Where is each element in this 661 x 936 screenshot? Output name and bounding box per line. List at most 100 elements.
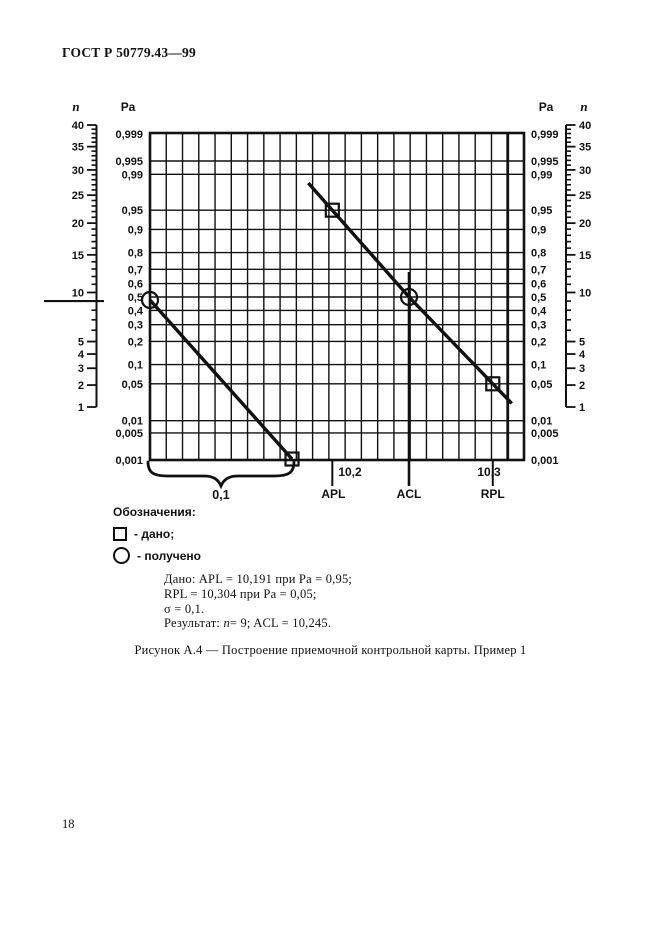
page-number: 18	[62, 817, 75, 831]
apl-given-marker	[324, 202, 340, 218]
notes-given-line-1: Дано: APL = 10,191 при Ра = 0,95;	[164, 572, 353, 586]
pa-tick-label-left: 0,2	[128, 336, 143, 348]
n-tick-label: 35	[72, 142, 84, 154]
pa-tick-label-right: 0,99	[531, 169, 552, 181]
pa-tick-label-left: 0,6	[128, 279, 143, 291]
legend-title: Обозначения:	[113, 505, 196, 519]
notes-given-line-2: RPL = 10,304 при Ра = 0,05;	[164, 586, 317, 601]
n-tick-label: 30	[579, 165, 591, 177]
pa-tick-label-right: 0,001	[531, 455, 559, 467]
n-tick-label: 3	[579, 363, 585, 375]
apl-label: APL	[321, 487, 345, 501]
pa-tick-label-right: 0,3	[531, 320, 546, 332]
pa-tick-label-right: 0,6	[531, 279, 546, 291]
legend-obtained-label: - получено	[137, 548, 201, 563]
pa-tick-label-right: 0,4	[531, 305, 547, 317]
example-notes: Дано: APL = 10,191 при Ра = 0,95; RPL = …	[164, 572, 352, 631]
pa-tick-label-left: 0,5	[128, 292, 143, 304]
n-tick-label: 35	[579, 142, 591, 154]
n-tick-label: 5	[579, 337, 585, 349]
pa-tick-label-left: 0,3	[128, 320, 143, 332]
figure-caption: Рисунок А.4 — Построение приемочной конт…	[134, 643, 527, 657]
notes-sigma-line: σ = 0,1.	[164, 601, 205, 616]
document-header: ГОСТ Р 50779.43—99	[62, 45, 196, 60]
n-scale-left: 40 35 30 25 20 15 10 54 3 2 1	[72, 120, 98, 414]
pa-tick-label-left: 0,005	[115, 428, 143, 440]
pa-tick-label-left: 0,95	[122, 205, 143, 217]
pa-tick-label-left: 0,995	[115, 156, 143, 168]
sigma-start-obtained-marker	[140, 290, 160, 310]
acl-label: ACL	[397, 487, 422, 501]
pa-tick-label-left: 0,05	[122, 379, 143, 391]
pa-tick-label-right: 0,999	[531, 129, 559, 141]
grid	[150, 133, 524, 460]
rpl-label: RPL	[481, 487, 505, 501]
n-tick-label: 30	[72, 165, 84, 177]
rpl-given-marker	[485, 376, 501, 392]
pa-tick-label-left: 0,9	[128, 224, 143, 236]
n-tick-label: 3	[78, 363, 84, 375]
pa-tick-label-right: 0,9	[531, 224, 546, 236]
n-tick-label: 40	[72, 120, 84, 132]
sigma-brace	[146, 460, 296, 490]
x-tick-label-10-2: 10,2	[338, 465, 362, 479]
pa-tick-label-right: 0,1	[531, 360, 546, 372]
n-tick-label: 5	[78, 337, 84, 349]
acl-obtained-marker	[399, 287, 419, 307]
pa-tick-label-left: 0,7	[128, 264, 143, 276]
pa-tick-label-right: 0,95	[531, 205, 552, 217]
pa-tick-label-right: 0,2	[531, 336, 546, 348]
n-tick-label: 2	[579, 380, 585, 392]
pa-tick-label-right: 0,05	[531, 379, 552, 391]
n-tick-label: 4	[78, 349, 85, 361]
pa-tick-label-right: 0,7	[531, 264, 546, 276]
n-tick-label: 1	[78, 402, 84, 414]
n-tick-label: 10	[72, 287, 84, 299]
sigma-brace-label: 0,1	[212, 488, 229, 502]
n-tick-label: 15	[72, 250, 84, 262]
notes-result-line: Результат: n= 9; ACL = 10,245.	[164, 616, 352, 631]
pa-tick-label-right: 0,8	[531, 248, 546, 260]
legend-given-label: - дано;	[134, 526, 175, 541]
pa-tick-label-left: 0,1	[128, 360, 143, 372]
control-chart-figure: 403530252015105432140353025201510543210,…	[44, 99, 591, 502]
pa-tick-label-left: 0,4	[128, 305, 144, 317]
pa-tick-label-left: 0,8	[128, 248, 143, 260]
pa-tick-label-right: 0,995	[531, 156, 559, 168]
circle-marker-icon	[113, 547, 130, 564]
n-tick-label: 1	[579, 402, 585, 414]
pa-tick-label-left: 0,99	[122, 169, 143, 181]
pa-tick-label-left: 0,001	[115, 455, 143, 467]
n-tick-label: 20	[579, 218, 591, 230]
construction-lines	[331, 272, 494, 486]
sigma-auxiliary-line	[148, 298, 294, 461]
figure-legend: Обозначения: - дано; - получено	[113, 506, 201, 569]
pa-axis-title-left: Ра	[121, 100, 136, 114]
n-tick-label: 25	[579, 190, 591, 202]
pa-axis-title-right: Ра	[539, 100, 554, 114]
result-prefix: Результат:	[164, 616, 224, 631]
legend-item-obtained: - получено	[113, 547, 201, 564]
result-n-symbol: n	[223, 616, 230, 631]
pa-tick-label-right: 0,01	[531, 416, 552, 428]
n-scale-right: 40 35 30 25 20 15 10 54 3 2 1	[565, 120, 591, 414]
legend-item-given: - дано;	[113, 525, 201, 542]
sigma-end-given-marker	[284, 451, 300, 467]
markers	[140, 202, 501, 467]
n-axis-title-left: n	[72, 99, 79, 114]
n-axis-title-right: n	[580, 99, 587, 114]
x-tick-label-10-3: 10,3	[477, 465, 501, 479]
pa-tick-label-left: 0,01	[122, 416, 143, 428]
n-tick-label: 15	[579, 250, 591, 262]
pa-tick-label-left: 0,999	[115, 129, 143, 141]
plot-frame	[148, 131, 526, 462]
n-tick-label: 4	[579, 349, 586, 361]
n-tick-label: 10	[579, 287, 591, 299]
pa-tick-label-right: 0,5	[531, 292, 546, 304]
n-tick-label: 20	[72, 218, 84, 230]
sigma-line	[148, 298, 294, 461]
result-values: = 9; ACL = 10,245.	[229, 616, 332, 631]
n-tick-label: 2	[78, 380, 84, 392]
